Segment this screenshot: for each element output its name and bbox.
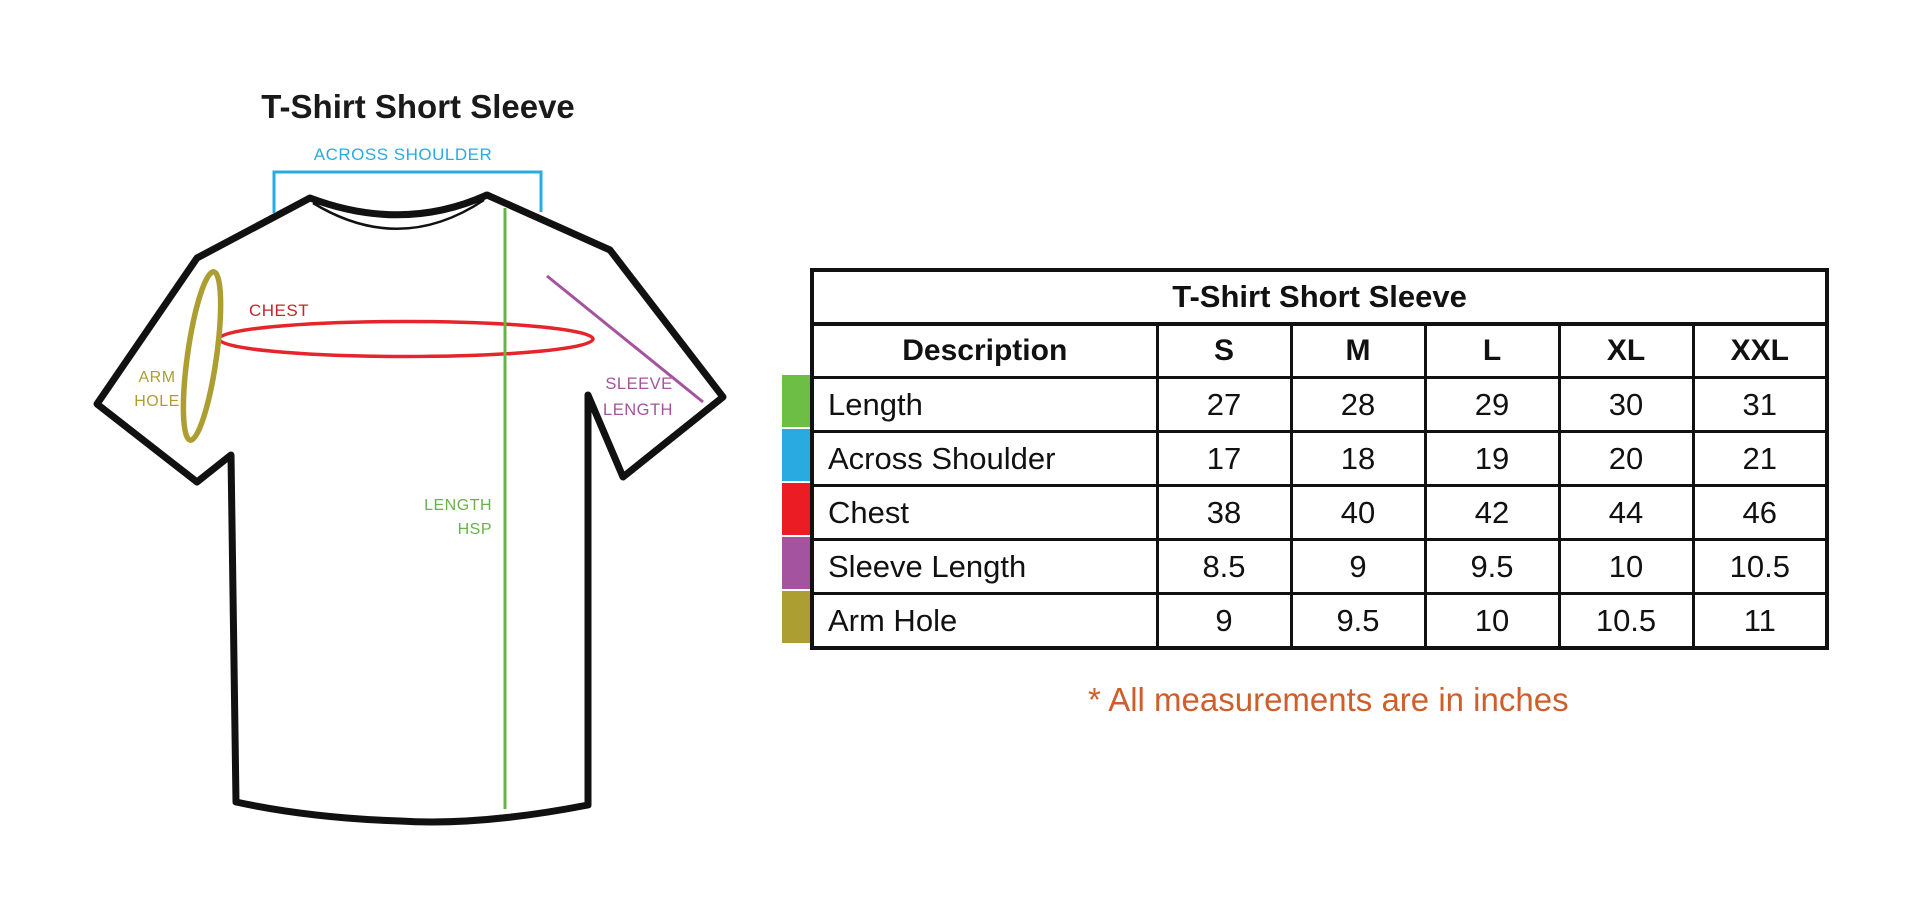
size-cell: 28 [1289, 376, 1427, 433]
size-cell: 31 [1691, 376, 1829, 433]
column-header-s: S [1155, 322, 1293, 379]
row-label: Across Shoulder [810, 430, 1159, 487]
size-cell: 44 [1557, 484, 1695, 541]
chest-label: CHEST [249, 301, 309, 320]
column-header-l: L [1423, 322, 1561, 379]
row-label: Arm Hole [810, 592, 1159, 650]
size-cell: 18 [1289, 430, 1427, 487]
table-row-sleeve-length: Sleeve Length 8.5 9 9.5 10 10.5 [810, 538, 1829, 595]
size-cell: 10.5 [1691, 538, 1829, 595]
sleeve-length-label-line2: LENGTH [603, 401, 673, 419]
size-cell: 17 [1155, 430, 1293, 487]
table-title: T-Shirt Short Sleeve [810, 268, 1829, 326]
row-label: Chest [810, 484, 1159, 541]
row-label: Length [810, 376, 1159, 433]
size-cell: 20 [1557, 430, 1695, 487]
size-cell: 42 [1423, 484, 1561, 541]
table-row-across-shoulder: Across Shoulder 17 18 19 20 21 [810, 430, 1829, 487]
table-row-length: Length 27 28 29 30 31 [810, 376, 1829, 433]
armhole-label-line2: HOLE [134, 393, 180, 410]
row-swatch-chest [782, 483, 810, 535]
column-header-description: Description [810, 322, 1159, 379]
size-cell: 46 [1691, 484, 1829, 541]
size-cell: 29 [1423, 376, 1561, 433]
sleeve-length-label-line1: SLEEVE [605, 375, 672, 393]
size-cell: 9 [1155, 592, 1293, 650]
table-row-arm-hole: Arm Hole 9 9.5 10 10.5 11 [810, 592, 1829, 650]
size-cell: 38 [1155, 484, 1293, 541]
row-swatch-length [782, 375, 810, 427]
size-cell: 30 [1557, 376, 1695, 433]
table-row-chest: Chest 38 40 42 44 46 [810, 484, 1829, 541]
row-swatch-arm-hole [782, 591, 810, 643]
size-cell: 10.5 [1557, 592, 1695, 650]
size-cell: 8.5 [1155, 538, 1293, 595]
armhole-ellipse [180, 269, 224, 443]
across-shoulder-bracket [272, 170, 543, 213]
tshirt-outline [93, 191, 727, 826]
size-cell: 9.5 [1289, 592, 1427, 650]
length-label-line2: HSP [458, 521, 492, 538]
row-label: Sleeve Length [810, 538, 1159, 595]
size-cell: 21 [1691, 430, 1829, 487]
size-cell: 9.5 [1423, 538, 1561, 595]
diagram-title: T-Shirt Short Sleeve [261, 88, 575, 125]
armhole-label-line1: ARM [138, 369, 175, 386]
collar-inner-curve [312, 198, 485, 230]
size-cell: 27 [1155, 376, 1293, 433]
column-header-xxl: XXL [1691, 322, 1829, 379]
tshirt-diagram: T-Shirt Short Sleeve ACROSS SHOULDER CHE… [93, 88, 727, 826]
size-table: T-Shirt Short Sleeve Description S M L X… [810, 268, 1830, 650]
size-cell: 19 [1423, 430, 1561, 487]
across-shoulder-label: ACROSS SHOULDER [314, 145, 492, 164]
length-label-line1: LENGTH [424, 497, 492, 514]
sleeve-length-line [546, 274, 704, 404]
size-cell: 9 [1289, 538, 1427, 595]
row-swatch-across-shoulder [782, 429, 810, 481]
column-header-xl: XL [1557, 322, 1695, 379]
row-swatch-sleeve-length [782, 537, 810, 589]
size-cell: 10 [1423, 592, 1561, 650]
size-cell: 10 [1557, 538, 1695, 595]
column-header-m: M [1289, 322, 1427, 379]
footnote: * All measurements are in inches [1088, 681, 1569, 718]
size-cell: 40 [1289, 484, 1427, 541]
size-cell: 11 [1691, 592, 1829, 650]
